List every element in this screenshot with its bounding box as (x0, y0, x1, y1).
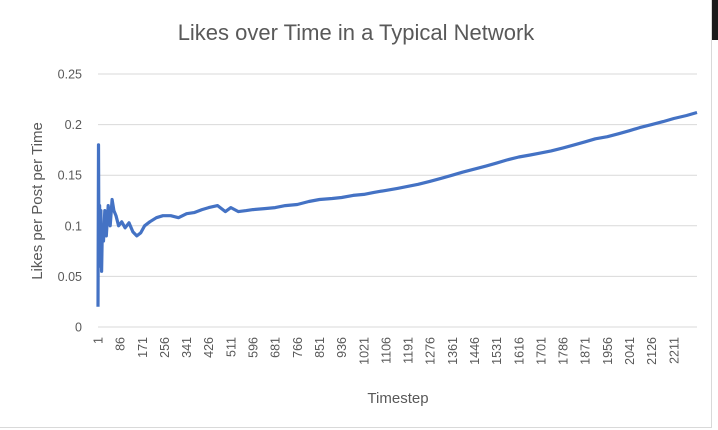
gridlines (98, 73, 697, 328)
x-tick-label: 2126 (645, 337, 659, 365)
series-layer (96, 110, 698, 307)
x-tick-label: 2211 (667, 337, 681, 364)
y-tick-label: 0.1 (65, 219, 82, 233)
y-tick-label: 0.2 (65, 118, 82, 132)
x-tick-label: 936 (335, 337, 349, 358)
x-tick-label: 1701 (534, 337, 548, 365)
x-tick-label: 1276 (424, 337, 438, 365)
x-tick-label: 171 (136, 337, 150, 358)
y-tick-label: 0.15 (58, 169, 82, 183)
series-line-0 (96, 110, 698, 307)
y-tick-label: 0.25 (58, 68, 82, 82)
x-tick-label: 1616 (512, 337, 526, 365)
x-tick-label: 511 (224, 337, 238, 357)
x-tick-label: 256 (158, 337, 172, 358)
x-tick-label: 596 (247, 337, 261, 358)
x-tick-label: 1786 (557, 337, 571, 365)
x-tick-label: 1446 (468, 337, 482, 365)
x-tick-label: 1871 (579, 337, 593, 365)
x-tick-label: 1021 (357, 337, 371, 365)
y-axis-ticks: 0 0.05 0.1 0.15 0.2 0.25 (58, 68, 82, 335)
x-tick-label: 1106 (379, 337, 393, 364)
x-tick-label: 1956 (601, 337, 615, 365)
y-tick-label: 0.05 (58, 270, 82, 284)
y-axis-title: Likes per Post per Time (29, 122, 46, 280)
x-tick-label: 1191 (402, 337, 416, 364)
x-tick-label: 426 (202, 337, 216, 358)
x-tick-label: 681 (269, 337, 283, 358)
x-tick-label: 1531 (490, 337, 504, 365)
x-axis-title: Timestep (367, 390, 428, 407)
x-axis-ticks: 1 86 171 256 341 426 511 596 681 766 851 936 1021 110… (92, 337, 682, 365)
x-tick-label: 1 (92, 337, 106, 344)
x-tick-label: 86 (114, 337, 128, 351)
x-tick-label: 1361 (446, 337, 460, 365)
x-tick-label: 2041 (623, 337, 637, 365)
x-tick-label: 766 (291, 337, 305, 358)
chart-title: Likes over Time in a Typical Network (178, 20, 536, 45)
x-tick-label: 851 (313, 337, 327, 358)
x-tick-label: 341 (180, 337, 194, 358)
y-tick-label: 0 (75, 321, 82, 335)
window-edge (712, 0, 718, 40)
